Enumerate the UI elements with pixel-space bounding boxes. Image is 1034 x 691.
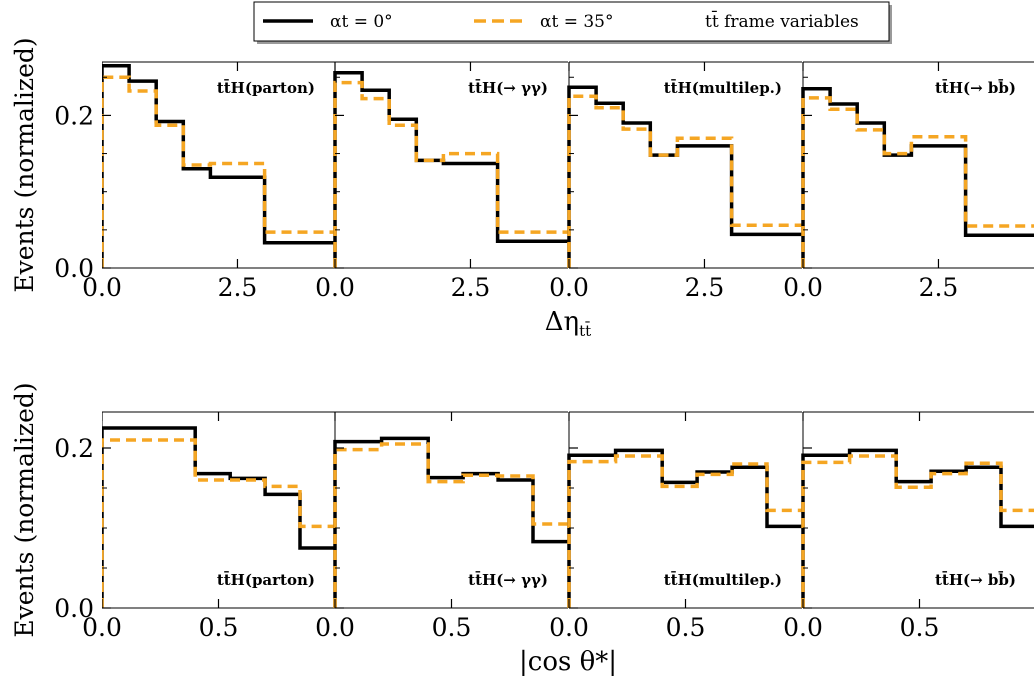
legend-note: tt̄ frame variables <box>705 9 859 32</box>
panel-label: tt̄H(→ γγ) <box>468 570 548 589</box>
series-alpha35-step-line <box>801 454 1034 608</box>
series-alpha0-step-line <box>567 85 802 268</box>
x-tick-label: 2.5 <box>919 273 959 302</box>
x-tick-label: 2.5 <box>685 273 725 302</box>
panel-1-4 <box>801 61 1034 269</box>
panel-2-3 <box>567 411 802 609</box>
panel-2-2 <box>333 411 568 609</box>
series-alpha35-step-line <box>567 94 802 268</box>
series-alpha35-step-line <box>333 442 568 608</box>
x-tick-label: 2.5 <box>451 273 491 302</box>
series-alpha35-step-line <box>801 96 1034 268</box>
x-tick-label: 2.5 <box>218 273 258 302</box>
series-alpha35-step-line <box>102 438 335 608</box>
legend: αt = 0° αt = 35° tt̄ frame variables <box>253 1 892 44</box>
panel-label: tt̄H(→ bb̄) <box>935 570 1016 589</box>
y-tick-label: 0.2 <box>54 434 94 463</box>
x-tick-label: 0.0 <box>315 273 355 302</box>
chart-row-2: 0.0 0.5 tt̄H(parton) 0.0 0.5 tt̄H(→ γγ) 0.0 0.5… <box>10 382 1034 677</box>
chart-row-1: 0.0 2.5 tt̄H(parton) 0.0 2.5 tt̄H(→ γγ) 0.0 2.5… <box>10 37 1034 340</box>
series-alpha0-step-line <box>333 436 568 608</box>
y-axis-label: Events (normalized) <box>10 37 39 292</box>
panel-1-1 <box>102 61 335 269</box>
legend-label-alpha0: αt = 0° <box>330 12 393 32</box>
x-tick-label: 0.0 <box>783 613 823 642</box>
x-tick-label: 0.0 <box>82 273 122 302</box>
series-alpha0-step-line <box>102 426 335 608</box>
panel-label: tt̄H(→ bb̄) <box>935 78 1016 97</box>
panel-label: tt̄H(multilep.) <box>664 570 782 589</box>
panel-label: tt̄H(→ γγ) <box>468 78 548 97</box>
panel-2-1 <box>102 411 335 609</box>
x-tick-label: 0.0 <box>82 613 122 642</box>
series-alpha0-step-line <box>333 70 568 268</box>
x-tick-label: 0.5 <box>432 613 472 642</box>
y-axis-label: Events (normalized) <box>10 382 39 637</box>
x-tick-label: 0.5 <box>900 613 940 642</box>
x-tick-label: 0.0 <box>549 613 589 642</box>
x-tick-label: 0.0 <box>549 273 589 302</box>
panel-label: tt̄H(multilep.) <box>664 78 782 97</box>
legend-label-alpha35: αt = 35° <box>540 12 614 32</box>
panel-1-2 <box>333 61 568 269</box>
x-tick-label: 0.0 <box>315 613 355 642</box>
panel-2-4 <box>801 411 1034 609</box>
panel-label: tt̄H(parton) <box>217 78 315 97</box>
series-alpha35-step-line <box>333 80 568 268</box>
panel-1-3 <box>567 61 802 269</box>
x-tick-label: 0.5 <box>199 613 239 642</box>
series-alpha35-step-line <box>567 454 802 608</box>
y-tick-label: 0.2 <box>54 101 94 130</box>
panel-label: tt̄H(parton) <box>217 570 315 589</box>
x-tick-label: 0.5 <box>666 613 706 642</box>
x-tick-label: 0.0 <box>783 273 823 302</box>
series-alpha35-step-line <box>102 75 335 268</box>
x-axis-label: |cos θ*| <box>519 647 617 677</box>
y-tick-label: 0.0 <box>54 594 94 623</box>
series-alpha0-step-line <box>801 86 1034 268</box>
y-tick-label: 0.0 <box>54 254 94 283</box>
x-axis-label: Δηtt̄ <box>545 307 591 340</box>
legend-box <box>253 1 890 42</box>
